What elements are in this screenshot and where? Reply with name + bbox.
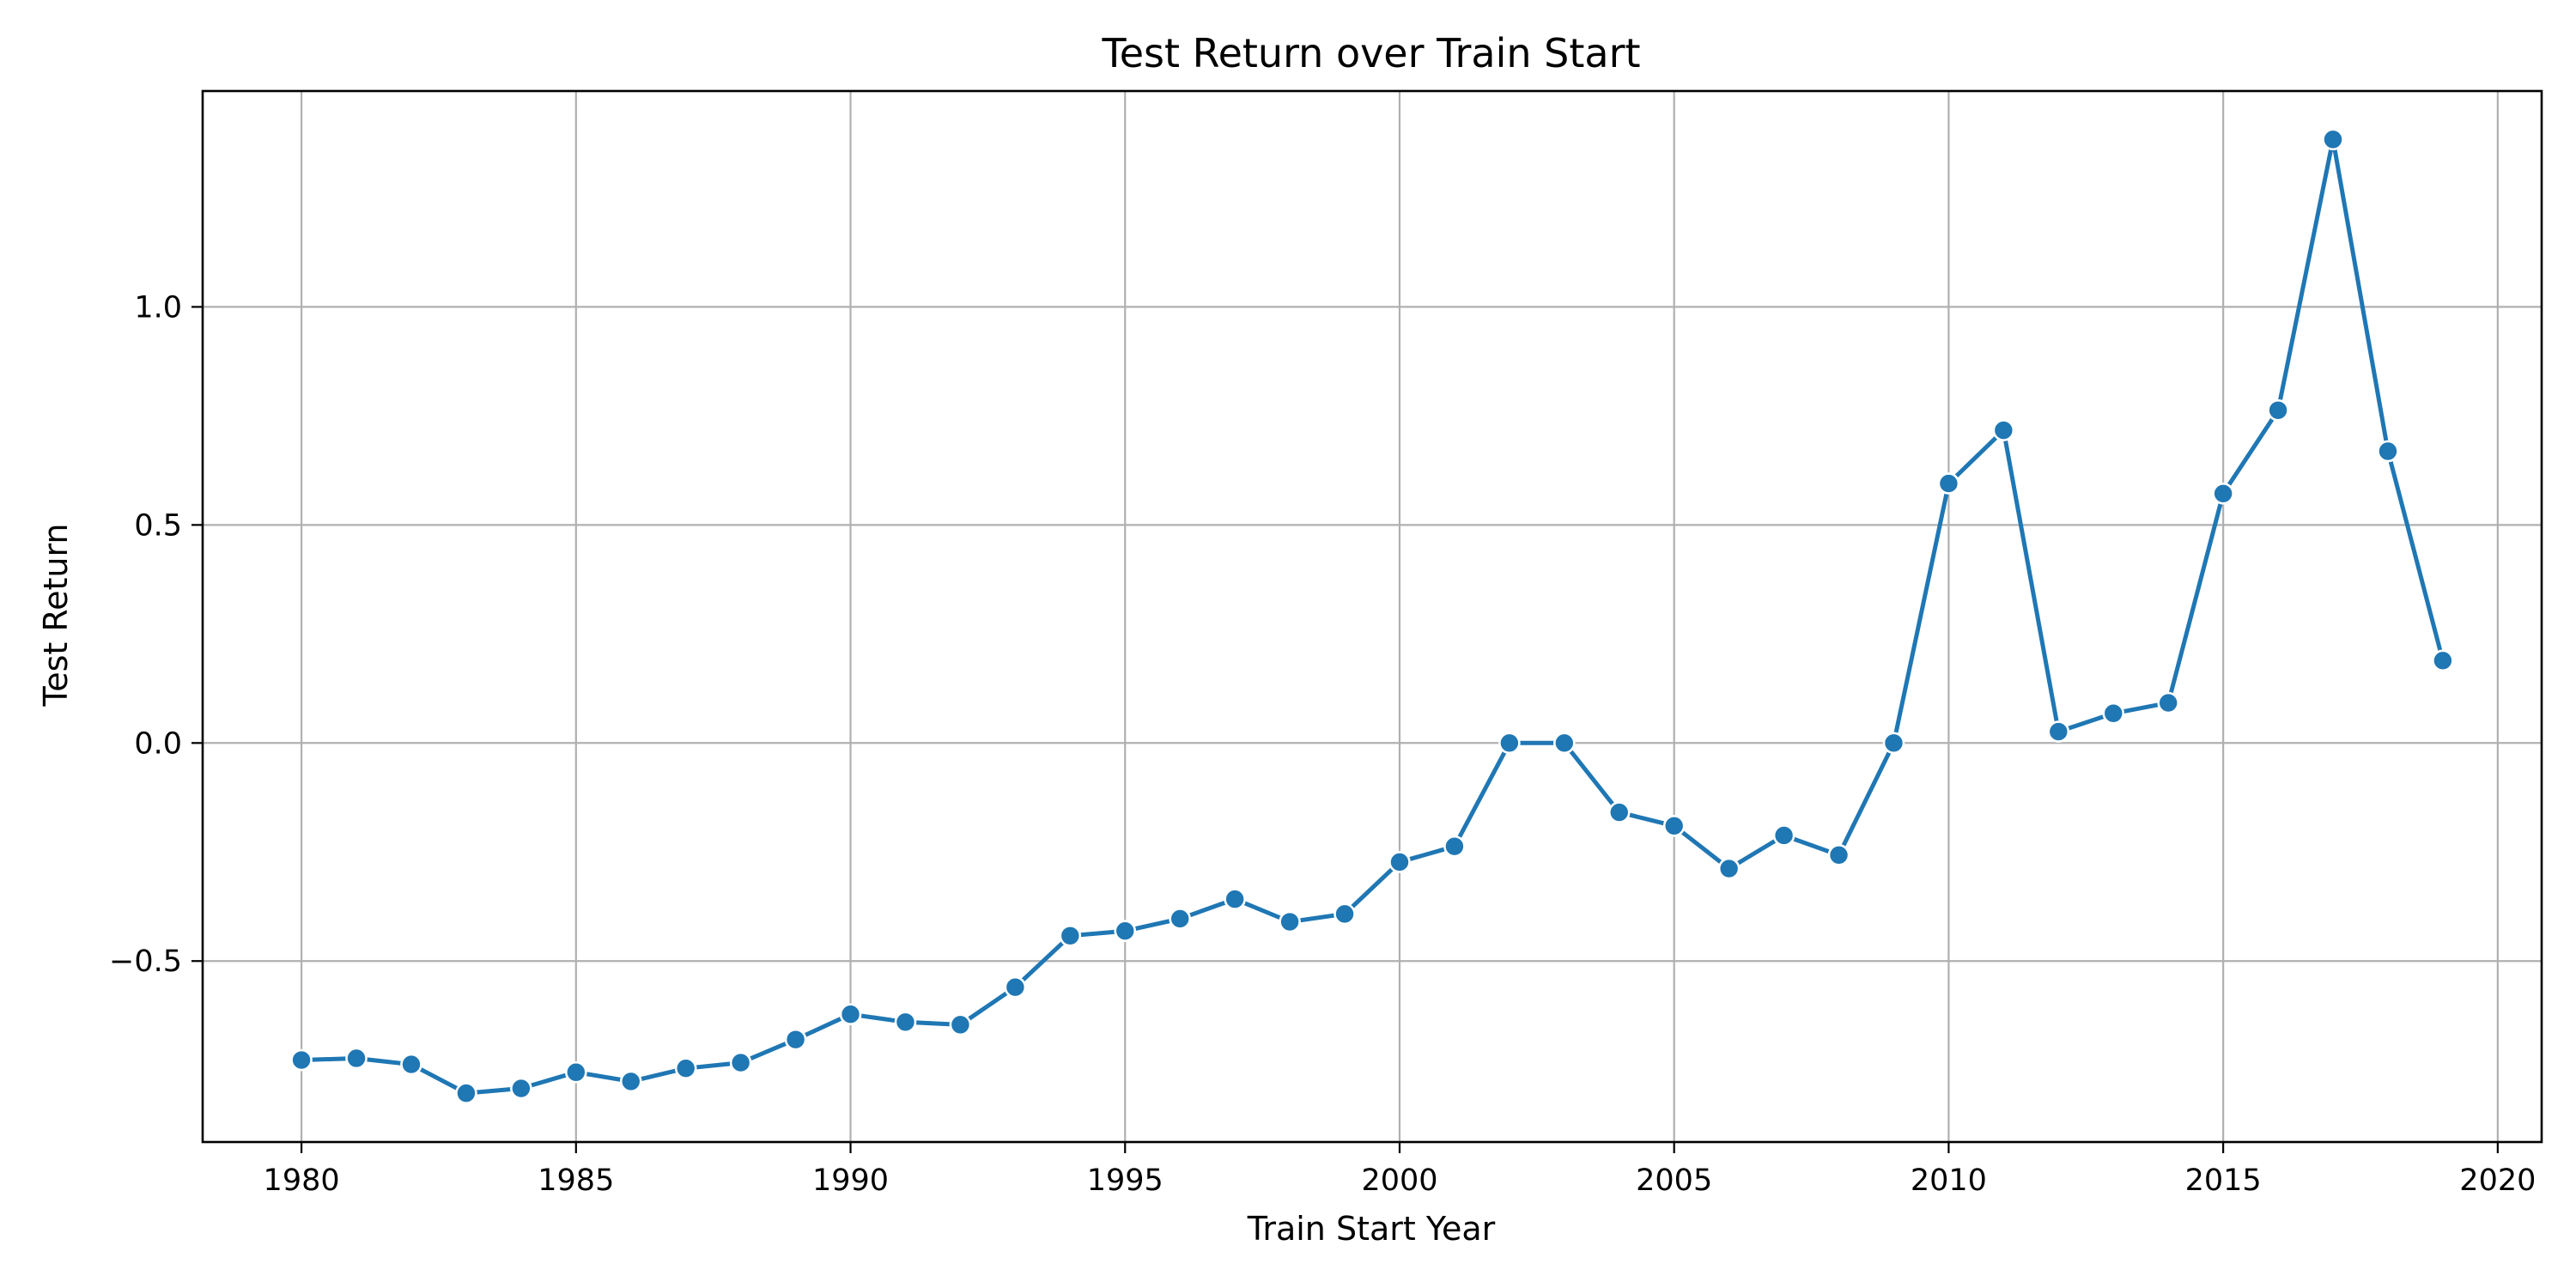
data-point [619, 1070, 642, 1093]
x-tick-label: 2005 [1636, 1163, 1712, 1198]
data-point [290, 1048, 313, 1072]
series-line [299, 137, 2445, 1096]
data-point [839, 1003, 862, 1025]
data-point [949, 1013, 972, 1036]
data-point [2432, 649, 2454, 672]
x-tick-label: 1985 [538, 1163, 614, 1198]
data-point [2377, 440, 2399, 463]
data-point [729, 1051, 752, 1074]
data-point [400, 1053, 422, 1076]
data-point [1827, 844, 1850, 866]
data-point [1772, 824, 1795, 847]
y-axis-label: Test Return [37, 523, 75, 707]
x-tick-label: 1980 [264, 1163, 340, 1198]
x-tick-label: 1995 [1087, 1163, 1163, 1198]
data-point [1443, 835, 1466, 858]
data-point [1607, 801, 1631, 823]
axis-ticks: 1980 1985 1990 1995 2000 2005 2010 2015 2020 −0.5… [109, 290, 2536, 1198]
data-point [2047, 720, 2070, 743]
data-point [1882, 732, 1905, 755]
data-point [1662, 814, 1686, 837]
y-tick-label: 1.0 [134, 290, 182, 325]
data-point [1717, 857, 1741, 880]
y-tick-label: −0.5 [109, 945, 182, 979]
data-point [455, 1082, 477, 1104]
data-point [2267, 398, 2289, 422]
data-point [1224, 888, 1246, 910]
data-point [784, 1028, 807, 1051]
data-point [2212, 482, 2234, 505]
data-point [1279, 910, 1301, 933]
data-point [1004, 975, 1027, 999]
data-point [1553, 732, 1576, 755]
x-tick-label: 2015 [2185, 1163, 2262, 1198]
data-point [510, 1077, 532, 1100]
x-tick-label: 2020 [2459, 1163, 2536, 1198]
data-point [1388, 851, 1411, 873]
data-point [2322, 128, 2344, 151]
data-point [565, 1060, 587, 1084]
data-point [674, 1057, 697, 1079]
x-axis-label: Train Start Year [1247, 1210, 1496, 1248]
data-point [1498, 732, 1521, 755]
y-tick-label: 0.5 [134, 508, 182, 543]
data-point [2157, 691, 2179, 714]
plot-area-frame [201, 89, 2543, 1144]
data-point [894, 1011, 917, 1034]
data-point [2102, 702, 2125, 725]
data-series [290, 128, 2454, 1104]
data-point [1114, 920, 1137, 942]
data-point [1169, 908, 1191, 930]
x-tick-label: 2010 [1911, 1163, 1987, 1198]
data-point [1059, 924, 1082, 947]
data-point [1992, 419, 2015, 441]
data-point [345, 1047, 368, 1070]
x-tick-label: 2000 [1361, 1163, 1437, 1198]
grid-lines [203, 91, 2542, 1142]
data-point [1937, 472, 1960, 495]
y-tick-label: 0.0 [134, 726, 182, 761]
chart-title: Test Return over Train Start [1101, 30, 1640, 76]
x-tick-label: 1990 [812, 1163, 889, 1198]
data-point [1334, 902, 1356, 926]
